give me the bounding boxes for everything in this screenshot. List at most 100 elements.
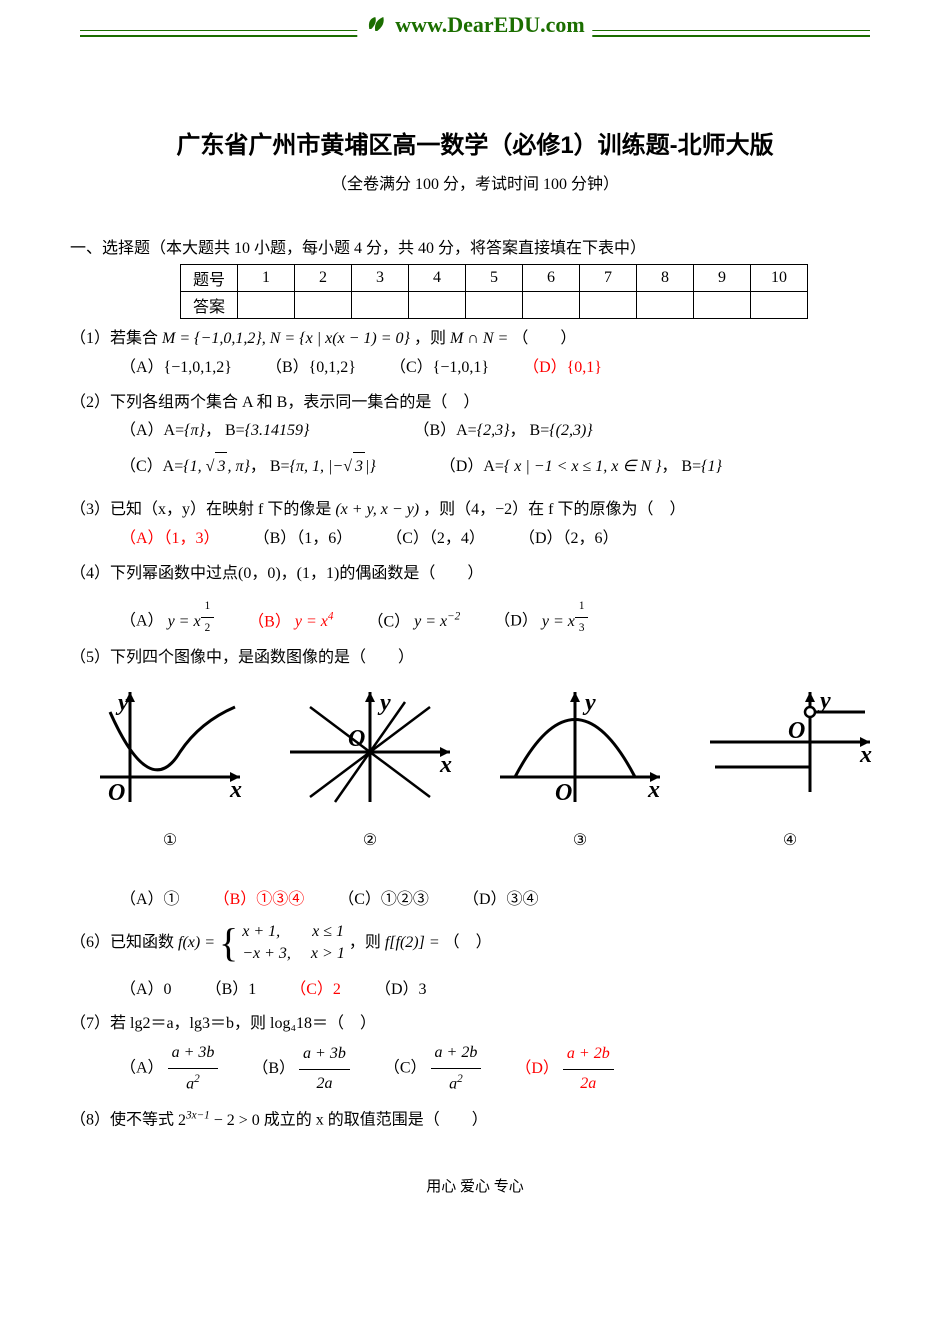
q1-stem-a: （1）若集合	[70, 330, 158, 347]
col-num: 5	[466, 265, 523, 292]
q6-opt-a: （A）0	[120, 976, 172, 1005]
q5-opt-b: （B）①③④	[214, 886, 305, 915]
row-label: 答案	[181, 292, 238, 319]
graph-3-label: ③	[490, 827, 670, 856]
q5-opt-d: （D）③④	[463, 886, 539, 915]
q3-opt-b: （B）（1，6）	[254, 525, 353, 554]
col-num: 6	[523, 265, 580, 292]
answer-cell	[409, 292, 466, 319]
answer-cell	[694, 292, 751, 319]
question-3: （3）已知（x，y）在映射 f 下的像是 (x + y, x − y) ，则（4…	[70, 496, 880, 554]
q4-stem: （4）下列幂函数中过点(0，0)，(1，1)的偶函数是（ ）	[70, 560, 880, 589]
q7-opt-d: （D） a + 2b2a	[515, 1040, 613, 1099]
question-1: （1）若集合 M = {−1,0,1,2}, N = {x | x(x − 1)…	[70, 325, 880, 383]
q6-piecewise: { x + 1, x ≤ 1 −x + 3, x > 1	[219, 921, 345, 966]
q7-c-den: a2	[431, 1069, 482, 1099]
q4-opt-c: （C） y = x−2	[367, 607, 460, 637]
q8-stem-b: 成立的 x 的取值范围是（ ）	[264, 1112, 488, 1129]
q6-stem-c: （ ）	[444, 934, 492, 951]
col-num: 2	[295, 265, 352, 292]
q3-stem-c: ，则（4，−2）在 f 下的原像为（ ）	[423, 501, 685, 518]
graph-2-label: ②	[280, 827, 460, 856]
q7-c-num: a + 2b	[431, 1039, 482, 1069]
page-subtitle: （全卷满分 100 分，考试时间 100 分钟）	[70, 170, 880, 194]
q2-d-mid: ， B=	[661, 458, 701, 475]
q4-a-expd: 2	[201, 618, 215, 638]
q7-a-label: （A）	[120, 1060, 164, 1077]
q4-b-label: （B）	[248, 613, 291, 630]
col-num: 9	[694, 265, 751, 292]
answer-cell	[295, 292, 352, 319]
q3-math: (x + y, x − y)	[335, 501, 419, 518]
row-label: 题号	[181, 265, 238, 292]
q7-opt-c: （C） a + 2ba2	[384, 1039, 481, 1099]
svg-text:y: y	[817, 688, 831, 714]
col-num: 4	[409, 265, 466, 292]
q7-opt-a: （A） a + 3ba2	[120, 1039, 218, 1099]
page-header: www.DearEDU.com	[70, 20, 880, 70]
q7-c-label: （C）	[384, 1060, 427, 1077]
q2-a-setB: {3.14159}	[245, 422, 310, 439]
svg-text:x: x	[647, 777, 660, 803]
q4-d-expd: 3	[575, 618, 589, 638]
origin-label: O	[108, 780, 125, 806]
q7-b-num: a + 3b	[299, 1040, 350, 1070]
svg-text:O: O	[555, 780, 572, 806]
col-num: 3	[352, 265, 409, 292]
q7-stem: （7）若 lg2＝a，lg3＝b，则 log₄18＝（ ）	[70, 1010, 880, 1039]
table-row: 答案	[181, 292, 808, 319]
q2-b-mid: ， B=	[510, 422, 550, 439]
graph-4-label: ④	[700, 827, 880, 856]
svg-text:x: x	[859, 742, 872, 768]
q2-b-label: （B）A=	[413, 422, 476, 439]
q7-d-label: （D）	[515, 1060, 559, 1077]
axis-x-label: x	[229, 777, 242, 803]
q2-b-setB: {(2,3)}	[549, 422, 592, 439]
graph-1-label: ①	[90, 827, 250, 856]
q4-d-label: （D）	[494, 613, 538, 630]
q1-math: M = {−1,0,1,2}, N = {x | x(x − 1) = 0}	[162, 330, 410, 347]
svg-text:O: O	[348, 726, 365, 752]
q8-expr: 23x−1 − 2 > 0	[178, 1112, 264, 1129]
question-8: （8）使不等式 23x−1 − 2 > 0 成立的 x 的取值范围是（ ）	[70, 1105, 880, 1135]
question-4: （4）下列幂函数中过点(0，0)，(1，1)的偶函数是（ ） （A） y = x…	[70, 560, 880, 638]
q2-opt-c: （C）A={1, √3, π}， B={π, 1, |−√3|}	[120, 452, 376, 482]
q4-opt-a: （A） y = x12	[120, 596, 214, 637]
page-footer: 用心 爱心 专心	[70, 1175, 880, 1196]
q1-opt-b: （B）{0,1,2}	[266, 354, 356, 383]
q4-opt-b: （B） y = x4	[248, 607, 333, 637]
graph-row: y x O ① y x O	[90, 682, 880, 856]
q3-opt-a: （A）（1，3）	[120, 525, 220, 554]
q2-stem: （2）下列各组两个集合 A 和 B，表示同一集合的是（ ）	[70, 389, 880, 418]
q2-d-setB: {1}	[701, 458, 722, 475]
graph-3: y x O ③	[490, 682, 670, 856]
q1-opt-c: （C）{−1,0,1}	[390, 354, 489, 383]
q3-opt-d: （D）（2，6）	[519, 525, 619, 554]
q2-c-setA: {1, √3, π}	[183, 458, 250, 475]
q4-d-func: y = x	[542, 613, 575, 630]
q6-stem-b: ，则	[349, 934, 381, 951]
q5-opt-c: （C）①②③	[338, 886, 429, 915]
q1-opt-d: （D）{0,1}	[523, 354, 602, 383]
q1-math2: M ∩ N =	[450, 330, 508, 347]
q4-a-expn: 1	[201, 596, 215, 617]
svg-text:y: y	[582, 690, 596, 716]
q4-b-exp: 4	[328, 611, 334, 623]
q2-opt-b: （B）A={2,3}， B={(2,3)}	[413, 417, 592, 446]
section-heading: 一、选择题（本大题共 10 小题，每小题 4 分，共 40 分，将答案直接填在下…	[70, 234, 880, 258]
q3-opt-c: （C）（2，4）	[386, 525, 485, 554]
svg-text:O: O	[788, 718, 805, 744]
q1-opt-a: （A）{−1,0,1,2}	[120, 354, 232, 383]
q1-stem-e: （ ）	[512, 330, 576, 347]
question-5: （5）下列四个图像中，是函数图像的是（ ） y x O ①	[70, 644, 880, 915]
q4-c-label: （C）	[367, 613, 410, 630]
graph-4: y x O ④	[700, 682, 880, 856]
q6-opt-c: （C）2	[290, 976, 341, 1005]
q8-base: 2	[178, 1112, 186, 1129]
q6-case1: x + 1, x ≤ 1	[242, 921, 345, 943]
q6-opt-b: （B）1	[206, 976, 257, 1005]
q4-b-func: y = x	[295, 613, 328, 630]
col-num: 1	[238, 265, 295, 292]
q7-d-num: a + 2b	[563, 1040, 614, 1070]
q2-a-label: （A）A=	[120, 422, 184, 439]
